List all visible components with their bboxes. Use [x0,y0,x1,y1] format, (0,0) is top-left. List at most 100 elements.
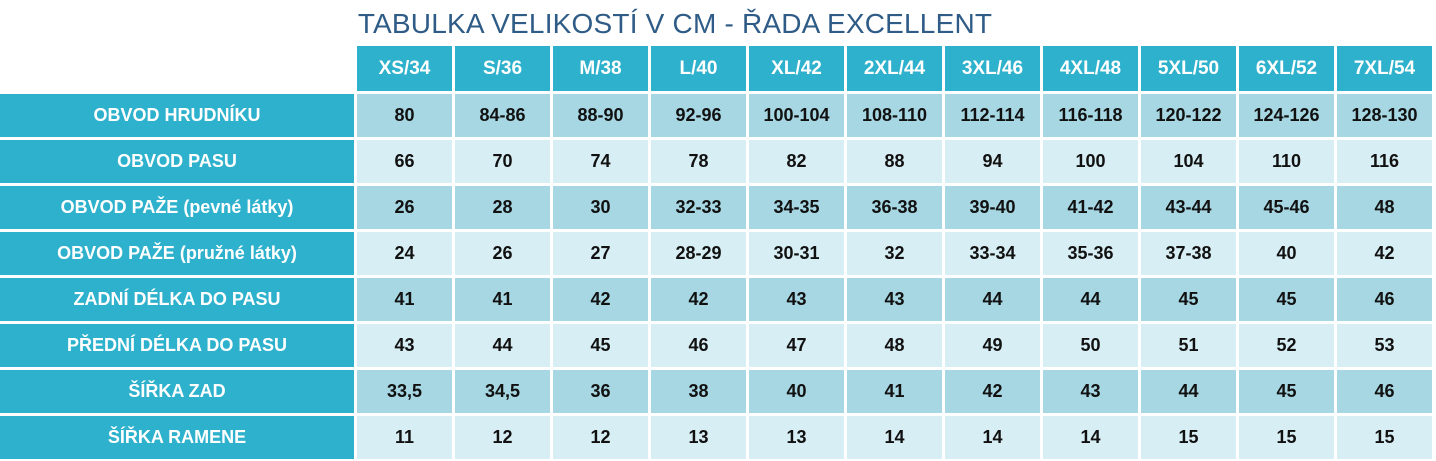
table-cell: 13 [749,416,844,459]
table-cell: 104 [1141,140,1236,183]
table-cell: 48 [847,324,942,367]
table-cell: 28 [455,186,550,229]
table-cell: 80 [357,94,452,137]
table-cell: 51 [1141,324,1236,367]
table-cell: 42 [1337,232,1432,275]
table-cell: 24 [357,232,452,275]
table-cell: 100 [1043,140,1138,183]
row-label: PŘEDNÍ DÉLKA DO PASU [0,324,354,367]
table-cell: 92-96 [651,94,746,137]
table-cell: 53 [1337,324,1432,367]
table-cell: 39-40 [945,186,1040,229]
table-cell: 43-44 [1141,186,1236,229]
table-cell: 128-130 [1337,94,1432,137]
row-label: ZADNÍ DÉLKA DO PASU [0,278,354,321]
table-cell: 33,5 [357,370,452,413]
column-header: 5XL/50 [1141,46,1236,91]
table-cell: 26 [357,186,452,229]
table-cell: 40 [1239,232,1334,275]
row-label: ŠÍŘKA RAMENE [0,416,354,459]
table-cell: 15 [1337,416,1432,459]
row-label: OBVOD PAŽE (pružné látky) [0,232,354,275]
table-cell: 41 [455,278,550,321]
table-cell: 94 [945,140,1040,183]
table-cell: 45 [1141,278,1236,321]
table-cell: 44 [945,278,1040,321]
size-table: XS/34 S/36 M/38 L/40 XL/42 2XL/44 3XL/46… [0,46,1432,459]
table-cell: 14 [1043,416,1138,459]
table-cell: 88 [847,140,942,183]
table-cell: 11 [357,416,452,459]
row-label: OBVOD PAŽE (pevné látky) [0,186,354,229]
table-cell: 44 [1141,370,1236,413]
row-label: OBVOD HRUDNÍKU [0,94,354,137]
table-cell: 32-33 [651,186,746,229]
table-cell: 12 [553,416,648,459]
table-cell: 42 [651,278,746,321]
table-cell: 88-90 [553,94,648,137]
column-header: XS/34 [357,46,452,91]
table-cell: 70 [455,140,550,183]
table-cell: 110 [1239,140,1334,183]
table-cell: 36-38 [847,186,942,229]
table-cell: 112-114 [945,94,1040,137]
table-cell: 41 [357,278,452,321]
table-cell: 43 [357,324,452,367]
table-cell: 82 [749,140,844,183]
table-cell: 43 [749,278,844,321]
table-corner [0,46,354,91]
table-cell: 42 [945,370,1040,413]
table-cell: 14 [847,416,942,459]
table-cell: 40 [749,370,844,413]
table-cell: 38 [651,370,746,413]
table-cell: 66 [357,140,452,183]
table-cell: 49 [945,324,1040,367]
column-header: S/36 [455,46,550,91]
table-cell: 15 [1141,416,1236,459]
table-cell: 45-46 [1239,186,1334,229]
table-cell: 41 [847,370,942,413]
table-cell: 34-35 [749,186,844,229]
table-cell: 26 [455,232,550,275]
row-label: OBVOD PASU [0,140,354,183]
table-cell: 45 [1239,370,1334,413]
table-cell: 108-110 [847,94,942,137]
table-cell: 46 [651,324,746,367]
column-header: 4XL/48 [1043,46,1138,91]
table-cell: 36 [553,370,648,413]
table-cell: 47 [749,324,844,367]
table-cell: 44 [455,324,550,367]
table-cell: 45 [1239,278,1334,321]
table-cell: 46 [1337,370,1432,413]
table-cell: 45 [553,324,648,367]
table-cell: 44 [1043,278,1138,321]
table-cell: 12 [455,416,550,459]
table-cell: 37-38 [1141,232,1236,275]
table-cell: 28-29 [651,232,746,275]
table-cell: 32 [847,232,942,275]
table-cell: 27 [553,232,648,275]
table-cell: 35-36 [1043,232,1138,275]
table-cell: 15 [1239,416,1334,459]
table-cell: 50 [1043,324,1138,367]
table-cell: 30 [553,186,648,229]
column-header: 2XL/44 [847,46,942,91]
table-cell: 14 [945,416,1040,459]
column-header: 7XL/54 [1337,46,1432,91]
page-title: TABULKA VELIKOSTÍ V CM - ŘADA EXCELLENT [357,8,993,39]
table-cell: 41-42 [1043,186,1138,229]
table-cell: 43 [847,278,942,321]
table-cell: 33-34 [945,232,1040,275]
table-cell: 46 [1337,278,1432,321]
row-label: ŠÍŘKA ZAD [0,370,354,413]
table-cell: 124-126 [1239,94,1334,137]
column-header: L/40 [651,46,746,91]
table-cell: 84-86 [455,94,550,137]
column-header: 6XL/52 [1239,46,1334,91]
table-cell: 13 [651,416,746,459]
table-cell: 30-31 [749,232,844,275]
column-header: XL/42 [749,46,844,91]
column-header: 3XL/46 [945,46,1040,91]
table-cell: 116-118 [1043,94,1138,137]
table-cell: 42 [553,278,648,321]
